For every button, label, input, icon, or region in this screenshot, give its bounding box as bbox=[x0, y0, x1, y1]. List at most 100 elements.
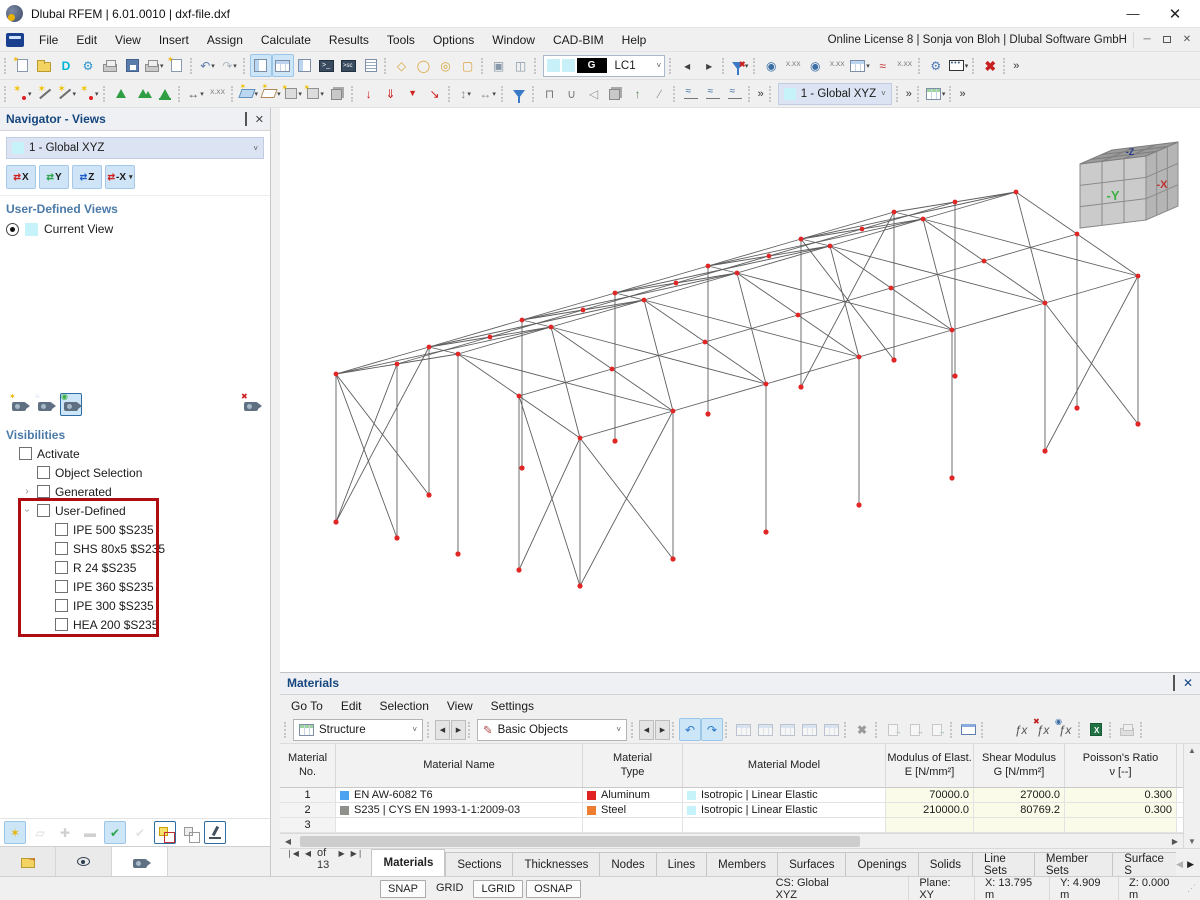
table-row[interactable]: 3 bbox=[280, 818, 1183, 833]
views-list-button[interactable]: ≡ bbox=[34, 393, 56, 416]
cell-no[interactable]: 1 bbox=[280, 788, 336, 802]
snap-toggle-osnap[interactable]: OSNAP bbox=[526, 879, 581, 898]
panel-tab-visibility[interactable] bbox=[56, 847, 112, 876]
select-annotation-button[interactable]: ▢ bbox=[461, 58, 474, 73]
deselect-check-button[interactable]: ✔ bbox=[134, 825, 146, 840]
menu-results[interactable]: Results bbox=[328, 32, 369, 47]
print-table-button[interactable] bbox=[1116, 718, 1138, 741]
materials-menu-settings[interactable]: Settings bbox=[490, 698, 535, 713]
table-tab-materials[interactable]: Materials bbox=[371, 849, 446, 876]
next-load-case-button[interactable]: ▸ bbox=[706, 58, 713, 73]
scrollbar-thumb[interactable] bbox=[300, 835, 860, 847]
structure-combo[interactable]: Structure ˅ bbox=[293, 718, 423, 741]
rename-button[interactable] bbox=[988, 718, 1010, 741]
visibility-user-defined-checkbox[interactable] bbox=[37, 504, 50, 517]
navigator-view-combo[interactable]: 1 - Global XYZ ˅ bbox=[6, 137, 264, 159]
visibility-activate-checkbox[interactable] bbox=[19, 447, 32, 460]
calculate-button[interactable]: ▾ bbox=[947, 54, 971, 77]
tree-expander-icon[interactable]: › bbox=[25, 486, 29, 497]
scroll-up-icon[interactable]: ▲ bbox=[1188, 746, 1196, 755]
cell-name[interactable] bbox=[336, 818, 583, 832]
pager-last-icon[interactable]: ▶❘ bbox=[350, 848, 364, 858]
materials-close-icon[interactable]: ✕ bbox=[1182, 676, 1193, 691]
cell-e[interactable]: 70000.0 bbox=[886, 788, 974, 802]
select-special-button[interactable]: ◯ bbox=[416, 58, 431, 73]
render-mode-button[interactable] bbox=[605, 82, 627, 105]
calculation-parameters-button[interactable]: ⚙ bbox=[930, 58, 942, 73]
toolbar-overflow-icon[interactable]: » bbox=[757, 87, 764, 100]
result-diagram-1-button[interactable] bbox=[680, 82, 702, 105]
menu-calculate[interactable]: Calculate bbox=[260, 32, 311, 47]
cell-g[interactable] bbox=[974, 818, 1065, 832]
member-load-button[interactable]: ⇓ bbox=[385, 86, 396, 101]
visibility-generated[interactable]: › Generated bbox=[0, 482, 270, 501]
previous-load-case-button[interactable]: ◂ bbox=[684, 58, 691, 73]
result-diagram-3-button[interactable] bbox=[724, 82, 746, 105]
cell-e[interactable]: 210000.0 bbox=[886, 803, 974, 817]
visibility-item-shs-80x5-s235[interactable]: SHS 80x5 $S235 bbox=[0, 539, 270, 558]
visibility-item-ipe-300-s235[interactable]: IPE 300 $S235 bbox=[0, 596, 270, 615]
panel-remove-button[interactable]: ▬ bbox=[84, 825, 96, 840]
materials-menu-edit[interactable]: Edit bbox=[340, 698, 362, 713]
select-all-check-button[interactable]: ✔ bbox=[104, 821, 126, 844]
cell-name[interactable]: S235 | CYS EN 1993-1-1:2009-03 bbox=[336, 803, 583, 817]
doc-minimize-icon[interactable]: ─ bbox=[1143, 34, 1151, 45]
panel-copy-button[interactable]: ▱ bbox=[35, 825, 45, 840]
table-delete-button[interactable]: ✖ bbox=[856, 722, 868, 737]
doc-close-icon[interactable]: ✕ bbox=[1182, 34, 1192, 45]
sync-graphic-button[interactable]: ↶ bbox=[679, 718, 701, 742]
save-button[interactable] bbox=[121, 54, 143, 77]
visibility-activate[interactable]: Activate bbox=[0, 444, 270, 463]
mirror-view-button[interactable]: ◁ bbox=[588, 86, 599, 101]
table-tab-member-sets[interactable]: Member Sets bbox=[1033, 852, 1113, 877]
visibility-item-ipe-300-s235-checkbox[interactable] bbox=[55, 599, 68, 612]
line-support-button[interactable] bbox=[132, 82, 154, 105]
visibility-item-ipe-500-s235-checkbox[interactable] bbox=[55, 523, 68, 536]
table-row[interactable]: 2 S235 | CYS EN 1993-1-1:2009-03 Steel Isot… bbox=[280, 803, 1183, 818]
cell-e[interactable] bbox=[886, 818, 974, 832]
insert-surface-button[interactable]: ▾ bbox=[237, 82, 261, 105]
cell-g[interactable]: 80769.2 bbox=[974, 803, 1065, 817]
menu-view[interactable]: View bbox=[115, 32, 141, 47]
calculate-all-button[interactable]: ✖ bbox=[984, 57, 997, 74]
visibility-item-ipe-360-s235-checkbox[interactable] bbox=[55, 580, 68, 593]
menu-tools[interactable]: Tools bbox=[386, 32, 415, 47]
column-header-modulus-of-elast-[interactable]: Modulus of Elast. E [N/mm²] bbox=[886, 744, 974, 787]
view-y-button[interactable]: ⇄ Y bbox=[39, 165, 69, 189]
formula-show-button[interactable]: ƒx ◉ bbox=[1055, 717, 1072, 737]
nodal-load-button[interactable]: ↓ bbox=[365, 86, 372, 101]
insert-solid-button[interactable]: ▾ bbox=[281, 82, 305, 105]
table-tab-members[interactable]: Members bbox=[706, 852, 778, 876]
visibility-user-defined[interactable]: › User-Defined bbox=[0, 501, 270, 520]
table-tab-sections[interactable]: Sections bbox=[445, 852, 513, 876]
result-tables-button[interactable]: ▾ bbox=[848, 54, 872, 77]
pager-prev-icon[interactable]: ◀ bbox=[304, 848, 312, 858]
open-model-button[interactable] bbox=[33, 54, 55, 77]
transfer-row-button[interactable] bbox=[926, 718, 948, 741]
column-header-material[interactable]: Material No. bbox=[280, 744, 336, 787]
tabs-scroll-right-icon[interactable]: ▶ bbox=[1187, 859, 1194, 869]
current-view-row[interactable]: Current View bbox=[0, 218, 270, 240]
tree-expander-icon[interactable]: › bbox=[21, 508, 33, 513]
view-from-global-button[interactable]: ◉ bbox=[60, 393, 82, 416]
visibility-item-r-24-s235[interactable]: R 24 $S235 bbox=[0, 558, 270, 577]
scroll-down-icon[interactable]: ▼ bbox=[1188, 837, 1196, 846]
formula-delete-button[interactable]: ƒx ✖ bbox=[1033, 717, 1050, 737]
script-panel-button[interactable] bbox=[338, 54, 360, 77]
visibility-filter-button[interactable] bbox=[508, 82, 530, 105]
view-neg-x-button[interactable]: ⇄ -X ▾ bbox=[105, 165, 135, 189]
navigator-float-icon[interactable] bbox=[244, 112, 247, 126]
insert-line-button[interactable] bbox=[34, 82, 56, 105]
visibility-object-selection-checkbox[interactable] bbox=[37, 466, 50, 479]
minimize-icon[interactable]: — bbox=[1126, 6, 1140, 21]
visibility-item-ipe-500-s235[interactable]: IPE 500 $S235 bbox=[0, 520, 270, 539]
insert-member-button[interactable]: ▾ bbox=[56, 82, 79, 105]
table-tab-lines[interactable]: Lines bbox=[655, 852, 707, 876]
pager-first-icon[interactable]: ❘◀ bbox=[286, 848, 299, 858]
redo-button[interactable]: ↷ ▾ bbox=[222, 58, 237, 73]
animate-results-button[interactable]: ≈ bbox=[879, 58, 886, 73]
scroll-right-icon[interactable]: ▶ bbox=[1171, 836, 1179, 846]
overlap-colors-button[interactable] bbox=[154, 821, 176, 844]
nodal-support-button[interactable] bbox=[110, 82, 132, 105]
tables-toggle-button[interactable] bbox=[271, 54, 294, 77]
